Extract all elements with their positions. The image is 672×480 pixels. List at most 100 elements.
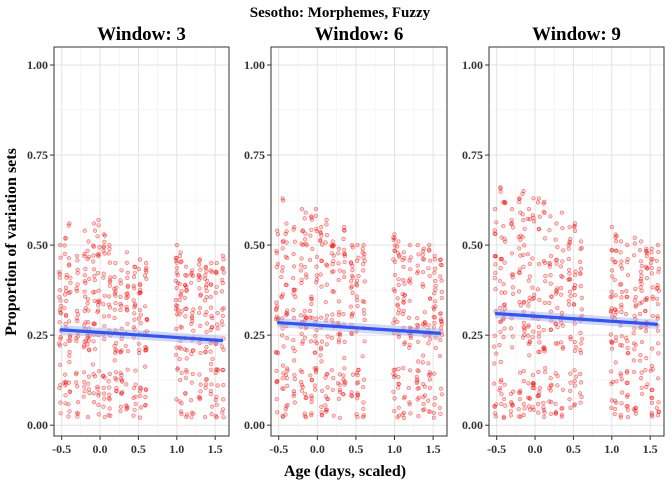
data-point bbox=[112, 275, 117, 280]
data-point bbox=[498, 379, 503, 384]
data-point bbox=[578, 330, 583, 336]
data-point bbox=[503, 403, 508, 408]
data-point bbox=[83, 280, 88, 286]
data-point bbox=[427, 377, 433, 382]
x-tick-label: 0.0 bbox=[528, 442, 543, 456]
data-point bbox=[203, 382, 209, 387]
y-tick-label: 0.50 bbox=[462, 238, 483, 252]
data-point bbox=[395, 415, 400, 420]
data-point bbox=[87, 276, 92, 282]
data-point bbox=[331, 375, 336, 381]
trend-line bbox=[60, 328, 223, 343]
data-point bbox=[391, 389, 396, 394]
data-point bbox=[422, 310, 427, 315]
data-point bbox=[350, 290, 355, 296]
data-point bbox=[91, 322, 96, 327]
data-point bbox=[342, 379, 347, 384]
data-point bbox=[119, 373, 124, 378]
data-point bbox=[319, 284, 324, 289]
data-point bbox=[393, 272, 398, 278]
data-point bbox=[292, 377, 298, 382]
data-point bbox=[527, 395, 532, 401]
data-point bbox=[314, 328, 319, 333]
data-point bbox=[612, 412, 617, 417]
points bbox=[273, 196, 445, 420]
data-point bbox=[395, 244, 400, 249]
data-point bbox=[85, 248, 90, 253]
data-point bbox=[74, 370, 79, 375]
data-point bbox=[208, 305, 214, 310]
data-point bbox=[560, 387, 566, 392]
data-point bbox=[497, 343, 502, 348]
data-point bbox=[62, 251, 68, 256]
data-point bbox=[572, 293, 578, 298]
y-tick-label: 0.00 bbox=[462, 418, 483, 432]
data-point bbox=[190, 311, 195, 316]
data-point bbox=[330, 312, 335, 317]
data-point bbox=[517, 246, 522, 251]
data-point bbox=[554, 221, 559, 226]
data-point bbox=[579, 295, 585, 301]
data-point bbox=[184, 288, 189, 293]
data-point bbox=[95, 384, 100, 389]
data-point bbox=[426, 361, 431, 366]
data-point bbox=[85, 301, 90, 306]
data-point bbox=[567, 271, 572, 276]
data-point bbox=[502, 382, 507, 387]
panel-2: Window: 6 -0.5 0.0 0.5 1.0 1.5 0.00 0.25 0.50 0.7… bbox=[244, 24, 448, 456]
data-point bbox=[219, 289, 224, 294]
data-point bbox=[133, 401, 138, 407]
data-point bbox=[63, 285, 68, 290]
data-point bbox=[67, 360, 72, 365]
data-point bbox=[518, 388, 523, 393]
data-point bbox=[312, 383, 318, 388]
data-point bbox=[107, 406, 112, 411]
data-point bbox=[503, 290, 508, 295]
data-point bbox=[548, 309, 554, 314]
data-point bbox=[541, 414, 547, 420]
data-point bbox=[527, 217, 533, 222]
data-point bbox=[578, 266, 584, 271]
data-point bbox=[572, 221, 578, 226]
data-point bbox=[525, 252, 531, 257]
data-point bbox=[329, 368, 334, 373]
data-point bbox=[632, 235, 637, 240]
data-point bbox=[57, 386, 62, 391]
data-point bbox=[90, 243, 96, 248]
x-tick-label: 1.5 bbox=[426, 442, 441, 456]
data-point bbox=[213, 370, 218, 376]
data-point bbox=[492, 361, 497, 366]
data-point bbox=[559, 412, 564, 417]
data-point bbox=[102, 396, 107, 401]
data-point bbox=[329, 318, 334, 323]
x-tick-label: 1.0 bbox=[387, 442, 402, 456]
data-point bbox=[273, 317, 279, 322]
data-point bbox=[215, 311, 220, 316]
data-point bbox=[75, 258, 80, 263]
data-point bbox=[531, 219, 537, 224]
data-point bbox=[568, 380, 573, 385]
data-point bbox=[625, 415, 631, 420]
data-point bbox=[498, 359, 503, 365]
data-point bbox=[571, 302, 577, 307]
data-point bbox=[537, 389, 542, 395]
data-point bbox=[96, 288, 101, 293]
data-point bbox=[650, 414, 655, 419]
data-point bbox=[517, 200, 522, 205]
data-point bbox=[396, 381, 401, 386]
data-point bbox=[82, 228, 87, 233]
data-point bbox=[213, 290, 218, 295]
data-point bbox=[75, 411, 81, 416]
data-point bbox=[173, 303, 179, 308]
data-point bbox=[541, 400, 546, 406]
x-tick-label: 1.5 bbox=[208, 442, 223, 456]
data-point bbox=[314, 316, 319, 321]
data-point bbox=[283, 372, 289, 378]
data-point bbox=[578, 400, 583, 405]
data-point bbox=[132, 270, 137, 275]
data-point bbox=[302, 216, 307, 221]
data-point bbox=[608, 369, 614, 374]
data-point bbox=[633, 405, 638, 410]
data-point bbox=[174, 397, 179, 402]
data-point bbox=[299, 207, 305, 212]
